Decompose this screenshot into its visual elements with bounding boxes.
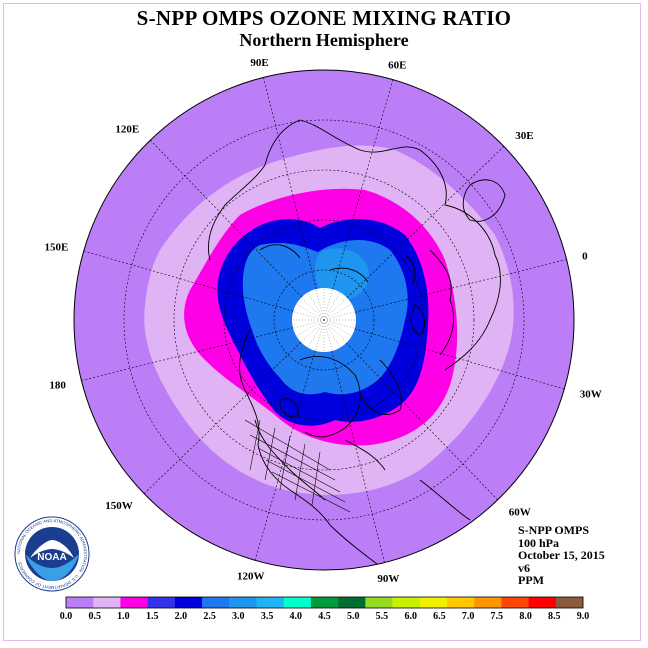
polar-grid-line — [323, 297, 347, 321]
info-level: 100 hPa — [518, 535, 560, 550]
colorbar-tick-label: 2.0 — [175, 611, 188, 622]
colorbar-swatch — [120, 597, 148, 608]
colorbar-swatch — [310, 597, 339, 608]
lon-label-30W: 30W — [580, 388, 602, 400]
meridian-60E — [323, 79, 394, 321]
lon-label-90E: 90E — [250, 57, 268, 69]
meridian-180 — [81, 319, 325, 381]
colorbar-swatch — [419, 597, 448, 608]
colorbar-swatch — [474, 597, 502, 608]
colorbar-tick-label: 7.5 — [491, 611, 504, 622]
meridian-120W — [254, 319, 325, 561]
polar-grid-line — [323, 319, 352, 337]
logo-center-text: NOAA — [37, 552, 66, 563]
colorbar-tick-label: 3.5 — [261, 611, 274, 622]
colorbar-tick-label: 9.0 — [577, 611, 590, 622]
meridian-120E — [150, 139, 325, 321]
noaa-logo: NOAA NATIONAL OCEANIC AND ATMOSPHERIC AD… — [14, 516, 90, 592]
colorbar-swatch — [446, 597, 475, 608]
info-units: PPM — [518, 573, 544, 587]
latitude-circle — [273, 269, 375, 371]
colorbar-tick-label: 0.5 — [88, 611, 101, 622]
meridian-30E — [323, 146, 505, 321]
polar-grid-line — [323, 303, 352, 321]
colorbar-tick-label: 4.0 — [290, 611, 303, 622]
lon-label-60W: 60W — [509, 506, 531, 518]
colorbar-swatch — [229, 597, 257, 608]
lon-label-180: 180 — [49, 379, 66, 391]
colorbar-tick-label: 1.5 — [146, 611, 159, 622]
colorbar-tick-label: 6.5 — [433, 611, 446, 622]
polar-grid-line — [296, 319, 325, 337]
latitude-circle — [173, 169, 475, 471]
polar-grid-line — [307, 319, 325, 348]
colorbar-tick-label: 1.0 — [117, 611, 130, 622]
colorbar-swatch — [365, 597, 393, 608]
meridian-90E — [263, 77, 325, 321]
lon-label-90W: 90W — [377, 573, 399, 585]
polar-grid-line — [296, 303, 325, 321]
colorbar-tick-label: 3.0 — [232, 611, 245, 622]
meridian-30W — [323, 319, 565, 390]
colorbar-tick-label: 8.0 — [519, 611, 532, 622]
lon-label-120W: 120W — [237, 571, 265, 583]
colorbar-swatch — [528, 597, 557, 608]
figure-frame — [3, 3, 641, 641]
colorbar-tick-label: 6.0 — [404, 611, 417, 622]
polar-grid-line — [307, 292, 325, 321]
colorbar-tick-label: 5.5 — [376, 611, 389, 622]
ozone-region-5 — [315, 248, 369, 301]
lon-label-120E: 120E — [115, 124, 139, 136]
colorbar-swatch — [501, 597, 529, 608]
colorbar-swatch — [93, 597, 121, 608]
colorbar-swatch — [147, 597, 176, 608]
polar-grid-line — [323, 319, 341, 348]
colorbar-tick-label: 7.0 — [462, 611, 475, 622]
lon-label-150E: 150E — [44, 242, 68, 254]
colorbar-border — [65, 596, 584, 609]
polar-grid-line — [301, 297, 325, 321]
colorbar-swatch — [66, 597, 94, 608]
polar-grid-line — [323, 292, 341, 321]
colorbar-swatch — [256, 597, 284, 608]
meridian-0 — [323, 259, 567, 321]
polar-grid-line — [323, 319, 347, 343]
map-boundary — [73, 69, 575, 571]
info-instrument: S-NPP OMPS — [518, 523, 589, 537]
colorbar-tick-label: 5.0 — [347, 611, 360, 622]
lon-label-0: 0 — [582, 251, 588, 263]
lon-label-60E: 60E — [388, 59, 406, 71]
colorbar-swatch — [338, 597, 366, 608]
latitude-circle — [223, 219, 425, 421]
colorbar-tick-label: 0.0 — [60, 611, 73, 622]
info-block: S-NPP OMPS 100 hPa October 15, 2015 v6 P… — [518, 524, 605, 587]
meridian-150W — [143, 319, 325, 494]
colorbar-swatch — [555, 597, 584, 608]
lon-label-30E: 30E — [515, 130, 533, 142]
colorbar-swatch — [174, 597, 203, 608]
figure-title: S-NPP OMPS OZONE MIXING RATIO — [136, 6, 512, 30]
colorbar-tick-label: 8.5 — [548, 611, 561, 622]
info-date: October 15, 2015 — [518, 548, 605, 562]
colorbar-tick-label: 4.5 — [318, 611, 331, 622]
colorbar-swatch — [392, 597, 421, 608]
meridian-60W — [323, 319, 498, 501]
info-version: v6 — [518, 560, 530, 575]
polar-grid-line — [301, 319, 325, 343]
colorbar-swatch — [202, 597, 230, 608]
meridian-150E — [83, 250, 325, 321]
lon-label-150W: 150W — [105, 500, 133, 512]
colorbar-tick-label: 2.5 — [203, 611, 216, 622]
meridian-90W — [323, 319, 385, 563]
latitude-circle — [123, 119, 525, 521]
colorbar-swatch — [283, 597, 312, 608]
figure-subtitle: Northern Hemisphere — [239, 30, 409, 50]
